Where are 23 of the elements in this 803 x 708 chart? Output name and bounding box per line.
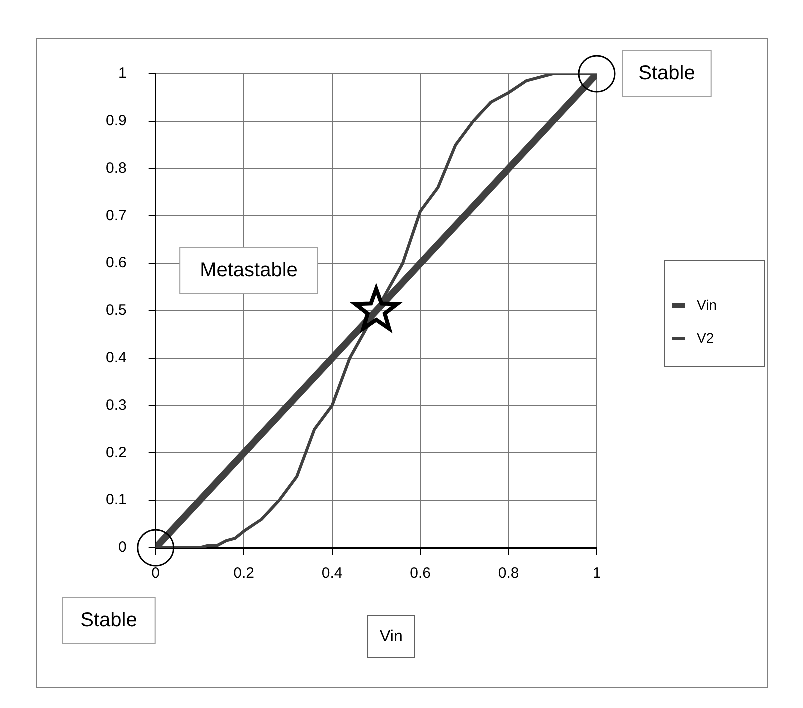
x-tick-label: 0.8 [498, 565, 520, 582]
x-tick-label: 0 [152, 565, 160, 582]
y-tick-label: 0.8 [106, 160, 127, 177]
y-tick-label: 0 [118, 539, 127, 556]
y-tick-label: 0.2 [106, 444, 127, 462]
y-tick-label: 0.3 [106, 396, 127, 414]
x-tick-label: 1 [592, 565, 602, 582]
y-tick-label: 0.1 [106, 492, 127, 509]
y-tick-label: 0.5 [106, 302, 127, 320]
y-tick-label: 0.7 [106, 207, 127, 224]
text: Stable [80, 610, 138, 632]
x-tick-label: 0.4 [322, 565, 343, 582]
y-tick-label: 0.9 [106, 112, 127, 130]
annotation: Metastable [200, 260, 298, 282]
legend-label: V2 [697, 330, 714, 346]
y-tick-label: 1 [118, 65, 127, 82]
x-tick-label: 0.2 [234, 565, 255, 582]
legend-label: Vin [697, 296, 717, 313]
text: Stable [638, 62, 696, 85]
y-tick-label: 0.6 [106, 254, 127, 272]
x-axis-title: Vin [380, 628, 403, 646]
x-tick-label: 0.6 [410, 565, 431, 582]
y-tick-label: 0.4 [106, 350, 127, 367]
